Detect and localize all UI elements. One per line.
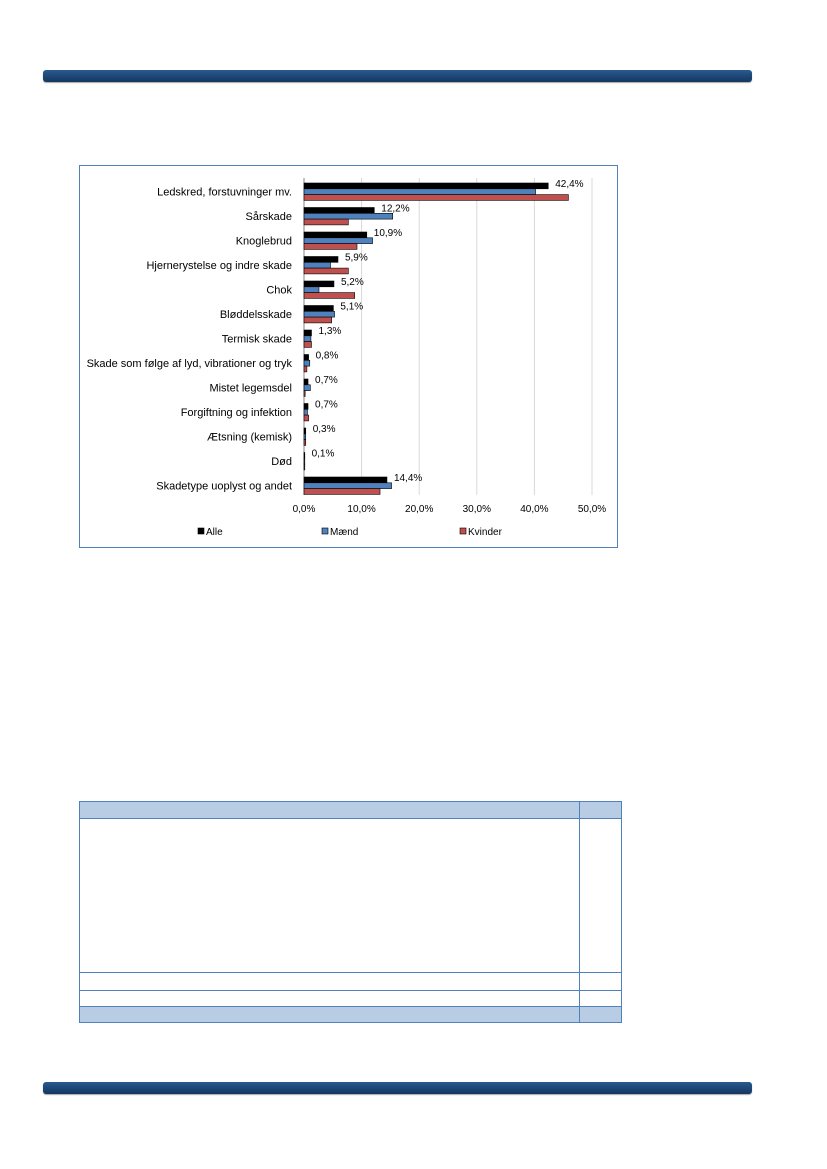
data-label: 0,3% [313,424,336,435]
bar-alle [303,256,339,263]
bar-mænd [303,286,320,293]
data-label: 1,3% [318,326,341,337]
bar-alle [303,207,375,214]
x-tick-label: 0,0% [293,504,316,515]
bar-kvinder [303,218,349,226]
category-label: Ætsning (kemisk) [207,432,292,444]
footer-bar [43,1082,752,1094]
bar-kvinder [303,488,381,495]
category-label: Ledskred, forstuvninger mv. [157,187,292,199]
category-label: Hjernerystelse og indre skade [146,260,292,272]
bar-mænd [303,262,331,269]
bar-kvinder [303,267,349,275]
category-label: Skade som følge af lyd, vibrationer og t… [87,358,293,370]
legend-label: Kvinder [468,527,503,538]
table-header-cell [80,802,580,818]
bar-mænd [303,384,311,391]
bar-mænd [303,212,394,220]
legend-swatch [459,527,467,535]
x-tick-label: 10,0% [347,504,375,515]
x-tick-label: 30,0% [463,504,491,515]
bar-alle [303,305,334,312]
category-label: Bløddelsskade [220,309,292,321]
bar-kvinder [303,341,312,348]
table-row [80,819,621,973]
data-label: 42,4% [555,179,583,190]
header-bar [43,70,752,82]
chart-frame: 0,0% 10,0% 20,0% 30,0% 40,0% 50,0% Ledskred, f… [79,165,618,548]
bar-mænd [303,237,373,244]
bar-kvinder [303,194,569,201]
data-label: 10,9% [374,228,402,239]
category-label: Død [271,456,292,468]
data-label: 0,8% [316,351,339,362]
data-label: 14,4% [394,473,422,484]
bar-alle [303,354,309,361]
bar-kvinder [303,292,355,299]
legend-swatch [197,527,205,535]
bar-mænd [303,409,308,416]
legend-label: Alle [206,527,223,538]
bar-alle [303,378,309,386]
category-label: Knoglebrud [236,236,292,248]
data-label: 5,9% [345,253,368,264]
bar-alle [303,427,307,435]
category-label: Skadetype uoplyst og andet [156,481,292,493]
data-label: 5,2% [341,277,364,288]
category-label: Sårskade [246,211,292,223]
table-cell [80,991,580,1006]
bar-mænd [303,457,306,465]
bar-alle [303,231,368,239]
bar-alle [303,476,388,484]
bar-mænd [303,360,311,367]
data-label: 12,2% [381,204,409,215]
data-label: 0,7% [315,375,338,386]
bar-kvinder [303,439,307,446]
bar-kvinder [303,316,332,324]
bar-kvinder [303,243,358,250]
x-tick-label: 50,0% [578,504,606,515]
bar-mænd [303,433,307,440]
empty-table [79,801,622,1023]
bar-chart: 0,0% 10,0% 20,0% 30,0% 40,0% 50,0% Ledskred, f… [87,178,606,538]
bar-alle [303,403,309,410]
table-cell [80,819,580,972]
table-footer-cell [80,1007,580,1022]
table-row [80,991,621,1007]
bar-alle [303,182,549,190]
bar-mænd [303,335,312,342]
x-tick-label: 20,0% [405,504,433,515]
category-label: Termisk skade [222,334,292,346]
category-label: Chok [266,285,292,297]
category-label: Mistet legemsdel [209,383,292,395]
bar-alle [303,280,335,288]
data-label: 0,1% [312,449,335,460]
legend-label: Mænd [330,527,358,538]
legend-swatch [321,527,329,535]
data-label: 0,7% [315,400,338,411]
bar-kvinder [303,390,306,397]
category-label: Forgiftning og infektion [181,407,292,419]
bar-mænd [303,482,392,489]
bar-kvinder [303,463,306,471]
bar-mænd [303,188,536,195]
data-label: 5,1% [340,302,363,313]
bar-alle [303,329,312,337]
table-header-row [80,802,621,819]
x-tick-label: 40,0% [520,504,548,515]
bar-kvinder [303,365,308,373]
bar-kvinder [303,414,309,422]
bar-mænd [303,311,335,318]
table-row [80,973,621,991]
table-cell [80,973,580,990]
bar-alle [303,452,306,459]
table-footer-row [80,1007,621,1022]
